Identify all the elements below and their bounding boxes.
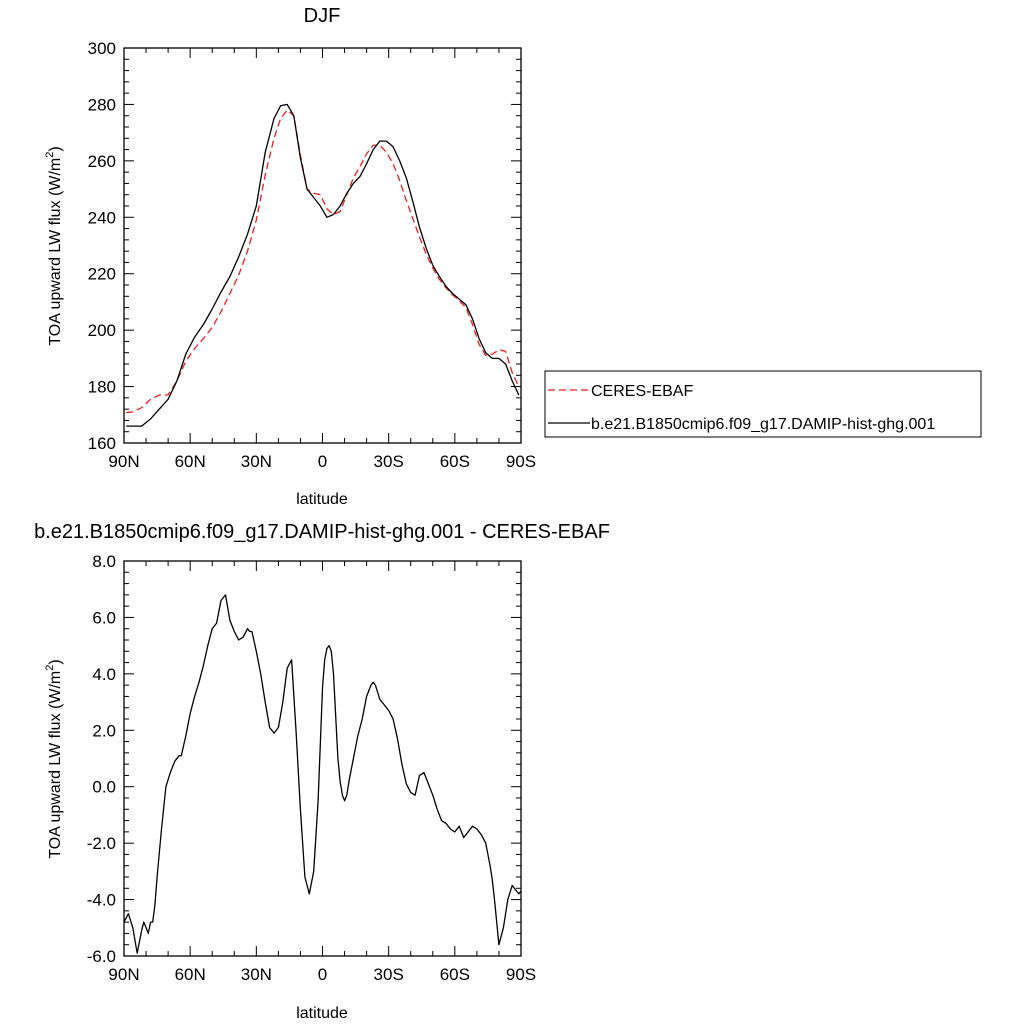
top-panel-series [126, 103, 520, 427]
top-panel-ylabel-sup: 2 [44, 152, 56, 158]
bottom-panel-ylabel-close: ) [47, 659, 64, 664]
bottom-panel-ticks: 90N 60N 30N 0 30S 60S 90S -6.0 -4.0 -2.0 0.0 2.0 4.0… [87, 552, 536, 984]
bottom-panel-ylabel-text: TOA upward LW flux (W/m [47, 671, 64, 859]
x-tick-label: 0 [318, 452, 327, 471]
y-tick-label: 4.0 [92, 665, 116, 684]
legend: CERES-EBAF b.e21.B1850cmip6.f09_g17.DAMI… [544, 370, 982, 438]
y-tick-label: 180 [88, 378, 116, 397]
y-tick-label: -4.0 [87, 891, 116, 910]
x-tick-label: 90S [506, 452, 536, 471]
y-tick-label: -6.0 [87, 947, 116, 966]
legend-label-ceres: CERES-EBAF [591, 383, 693, 400]
x-tick-label: 0 [318, 965, 327, 984]
y-tick-label: 260 [88, 152, 116, 171]
bottom-panel-xlabel: latitude [296, 1005, 348, 1022]
y-tick-label: 200 [88, 321, 116, 340]
y-tick-label: 220 [88, 265, 116, 284]
y-tick-label: 6.0 [92, 608, 116, 627]
x-tick-label: 90S [506, 965, 536, 984]
series-line-b-e21-b1850cmip6-f09-g17-damip-hist-ghg-001 [126, 103, 520, 427]
y-tick-label: -2.0 [87, 834, 116, 853]
top-panel: DJF 90N 60N 30N 0 30S 60S 90S 160 180 200 220 240 26… [44, 5, 982, 508]
bottom-panel-ylabel-sup: 2 [44, 665, 56, 671]
top-panel-ylabel-text: TOA upward LW flux (W/m [47, 158, 64, 346]
x-tick-label: 60N [175, 965, 206, 984]
series-line-ceres-ebaf [126, 109, 520, 414]
bottom-panel-series [123, 594, 522, 954]
y-tick-label: 280 [88, 95, 116, 114]
y-tick-label: 0.0 [92, 778, 116, 797]
top-panel-title: DJF [304, 5, 341, 27]
x-tick-label: 30N [241, 965, 272, 984]
x-tick-label: 90N [108, 452, 139, 471]
y-tick-label: 8.0 [92, 552, 116, 571]
top-panel-ticks: 90N 60N 30N 0 30S 60S 90S 160 180 200 220 240 260 280… [88, 39, 537, 471]
x-tick-label: 60S [440, 965, 470, 984]
legend-box [544, 370, 982, 438]
bottom-panel-ylabel: TOA upward LW flux (W/m2) [44, 659, 64, 858]
top-panel-ylabel: TOA upward LW flux (W/m2) [44, 146, 64, 345]
bottom-panel: b.e21.B1850cmip6.f09_g17.DAMIP-hist-ghg.… [34, 521, 610, 1022]
x-tick-label: 60S [440, 452, 470, 471]
bottom-panel-frame [123, 560, 522, 957]
bottom-panel-title: b.e21.B1850cmip6.f09_g17.DAMIP-hist-ghg.… [34, 521, 610, 543]
top-panel-xlabel: latitude [296, 491, 348, 508]
legend-label-model: b.e21.B1850cmip6.f09_g17.DAMIP-hist-ghg.… [591, 416, 935, 433]
x-tick-label: 30S [374, 965, 404, 984]
y-tick-label: 2.0 [92, 721, 116, 740]
x-tick-label: 60N [175, 452, 206, 471]
x-tick-label: 90N [108, 965, 139, 984]
top-panel-ylabel-close: ) [47, 146, 64, 151]
top-panel-frame [123, 47, 522, 444]
series-line-difference [123, 594, 522, 954]
x-tick-label: 30N [241, 452, 272, 471]
y-tick-label: 160 [88, 434, 116, 453]
y-tick-label: 300 [88, 39, 116, 58]
y-tick-label: 240 [88, 208, 116, 227]
x-tick-label: 30S [374, 452, 404, 471]
